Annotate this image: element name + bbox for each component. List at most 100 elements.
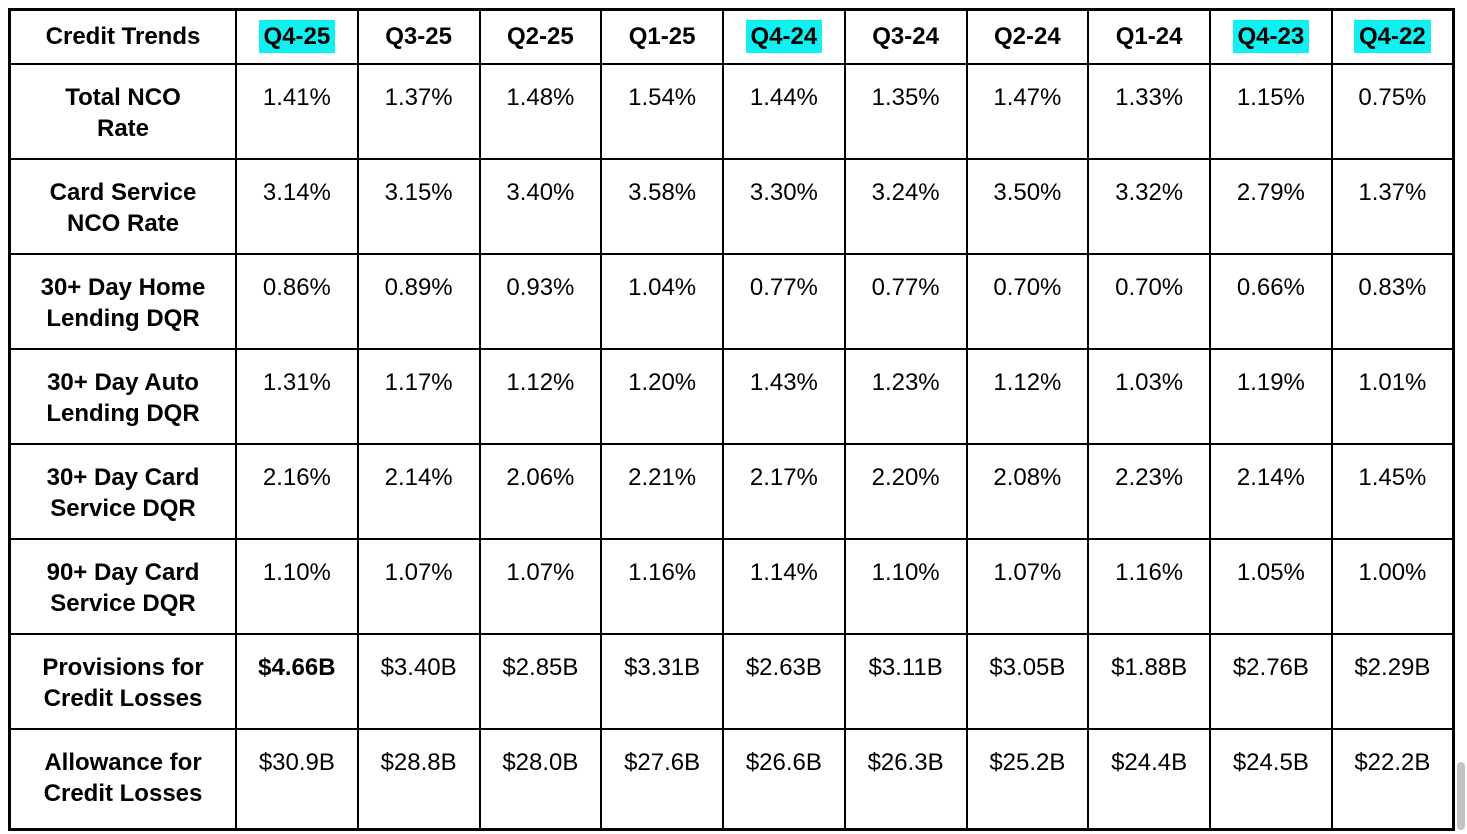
value-cell: 3.15%: [356, 157, 481, 255]
value-cell: 1.19%: [1209, 347, 1333, 445]
value-cell: $3.31B: [600, 632, 724, 730]
value-cell: 2.21%: [600, 442, 724, 540]
table-row: Total NCO Rate 1.41% 1.37% 1.48% 1.54% 1.44% 1…: [8, 62, 1455, 160]
value-cell: 1.33%: [1087, 62, 1211, 160]
value-cell: $3.05B: [965, 632, 1090, 730]
highlight-mark: Q4-25: [258, 20, 336, 54]
column-header-q2-24: Q2-24: [965, 8, 1090, 65]
value-cell: $27.6B: [600, 727, 724, 831]
row-label: 30+ Day Home Lending DQR: [8, 252, 237, 350]
value-cell: $1.88B: [1087, 632, 1211, 730]
value-cell: 2.17%: [722, 442, 846, 540]
row-label: 30+ Day Auto Lending DQR: [8, 347, 237, 445]
credit-trends-table: Credit Trends Q4-25 Q3-25 Q2-25 Q1-25 Q4-24 Q…: [8, 8, 1455, 831]
value-cell: 0.89%: [356, 252, 481, 350]
table-row: 90+ Day Card Service DQR 1.10% 1.07% 1.07% 1…: [8, 537, 1455, 635]
row-label: Total NCO Rate: [8, 62, 237, 160]
value-cell: 1.16%: [1087, 537, 1211, 635]
value-cell: 1.17%: [356, 347, 481, 445]
value-cell: 1.35%: [843, 62, 968, 160]
value-cell: 1.01%: [1330, 347, 1455, 445]
value-cell: 1.31%: [235, 347, 359, 445]
highlight-mark: Q4-23: [1232, 20, 1310, 54]
value-cell: $24.4B: [1087, 727, 1211, 831]
value-cell: 0.77%: [843, 252, 968, 350]
value-cell: 1.41%: [235, 62, 359, 160]
value-cell: 2.20%: [843, 442, 968, 540]
value-cell: 1.10%: [843, 537, 968, 635]
vertical-scrollbar-thumb[interactable]: [1457, 762, 1465, 830]
column-header-q1-25: Q1-25: [600, 8, 724, 65]
value-cell: $30.9B: [235, 727, 359, 831]
value-cell: 3.40%: [478, 157, 603, 255]
value-cell: 2.14%: [1209, 442, 1333, 540]
value-cell: $2.76B: [1209, 632, 1333, 730]
row-label: 30+ Day Card Service DQR: [8, 442, 237, 540]
table-corner-cell: Credit Trends: [8, 8, 237, 65]
value-cell: 0.93%: [478, 252, 603, 350]
column-header-q1-24: Q1-24: [1087, 8, 1211, 65]
value-cell: 1.05%: [1209, 537, 1333, 635]
value-cell: $26.6B: [722, 727, 846, 831]
value-cell: 1.15%: [1209, 62, 1333, 160]
value-cell: 0.70%: [965, 252, 1090, 350]
value-cell: 1.12%: [478, 347, 603, 445]
value-cell: 0.83%: [1330, 252, 1455, 350]
value-cell: $4.66B: [235, 632, 359, 730]
value-cell: 1.44%: [722, 62, 846, 160]
value-cell: 1.37%: [1330, 157, 1455, 255]
value-cell: $25.2B: [965, 727, 1090, 831]
table-row: Allowance for Credit Losses $30.9B $28.8B $…: [8, 727, 1455, 831]
value-cell: 2.14%: [356, 442, 481, 540]
value-cell: $22.2B: [1330, 727, 1455, 831]
value-cell: 1.43%: [722, 347, 846, 445]
value-cell: 1.45%: [1330, 442, 1455, 540]
value-cell: $28.0B: [478, 727, 603, 831]
value-cell: 3.24%: [843, 157, 968, 255]
value-cell: 3.32%: [1087, 157, 1211, 255]
value-cell: 2.23%: [1087, 442, 1211, 540]
highlight-mark: Q4-22: [1354, 20, 1431, 54]
value-cell: 1.20%: [600, 347, 724, 445]
table-row: 30+ Day Auto Lending DQR 1.31% 1.17% 1.12% 1…: [8, 347, 1455, 445]
value-cell: 0.66%: [1209, 252, 1333, 350]
value-cell: 0.75%: [1330, 62, 1455, 160]
value-cell: 0.70%: [1087, 252, 1211, 350]
value-cell: 1.37%: [356, 62, 481, 160]
table-row: 30+ Day Home Lending DQR 0.86% 0.89% 0.93% 1…: [8, 252, 1455, 350]
value-cell: 1.54%: [600, 62, 724, 160]
value-cell: 1.16%: [600, 537, 724, 635]
column-header-q4-22: Q4-22: [1330, 8, 1455, 65]
column-header-q4-23: Q4-23: [1209, 8, 1333, 65]
value-cell: $26.3B: [843, 727, 968, 831]
value-cell: 3.58%: [600, 157, 724, 255]
value-cell: 1.03%: [1087, 347, 1211, 445]
value-cell: 1.48%: [478, 62, 603, 160]
value-cell: 0.86%: [235, 252, 359, 350]
value-cell: 1.14%: [722, 537, 846, 635]
value-cell: 1.07%: [965, 537, 1090, 635]
value-cell: $2.85B: [478, 632, 603, 730]
column-header-q3-24: Q3-24: [843, 8, 968, 65]
value-cell: 2.08%: [965, 442, 1090, 540]
value-cell: 1.07%: [356, 537, 481, 635]
value-cell: 1.10%: [235, 537, 359, 635]
column-header-q4-25: Q4-25: [235, 8, 359, 65]
value-cell: $24.5B: [1209, 727, 1333, 831]
value-cell: 3.30%: [722, 157, 846, 255]
value-cell: 1.47%: [965, 62, 1090, 160]
value-cell: 1.07%: [478, 537, 603, 635]
row-label: Provisions for Credit Losses: [8, 632, 237, 730]
value-cell: 1.04%: [600, 252, 724, 350]
value-cell: $3.40B: [356, 632, 481, 730]
value-cell: 1.12%: [965, 347, 1090, 445]
table-row: Card Service NCO Rate 3.14% 3.15% 3.40% 3.58…: [8, 157, 1455, 255]
value-cell: $2.29B: [1330, 632, 1455, 730]
row-label: Card Service NCO Rate: [8, 157, 237, 255]
value-cell: $2.63B: [722, 632, 846, 730]
value-cell: 3.14%: [235, 157, 359, 255]
header-row: Credit Trends Q4-25 Q3-25 Q2-25 Q1-25 Q4-24 Q…: [8, 8, 1455, 65]
value-cell: 0.77%: [722, 252, 846, 350]
value-cell: 2.06%: [478, 442, 603, 540]
